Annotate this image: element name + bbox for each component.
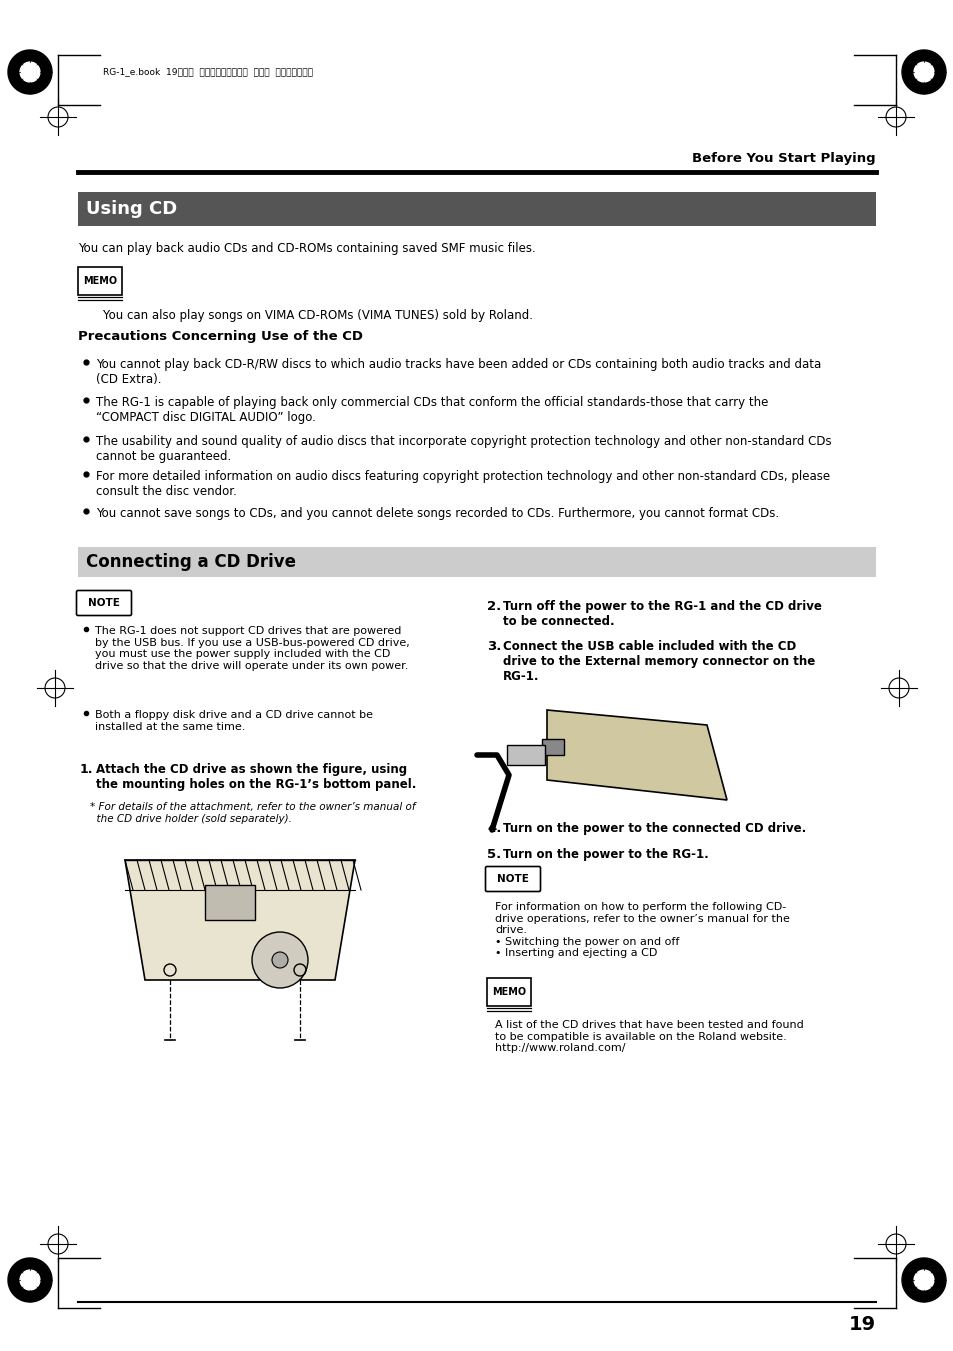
Text: * For details of the attachment, refer to the owner’s manual of
  the CD drive h: * For details of the attachment, refer t…: [90, 802, 416, 824]
Polygon shape: [8, 50, 52, 95]
Text: 3.: 3.: [486, 640, 501, 653]
Polygon shape: [546, 711, 726, 800]
Text: Both a floppy disk drive and a CD drive cannot be
installed at the same time.: Both a floppy disk drive and a CD drive …: [95, 711, 373, 732]
Text: For information on how to perform the following CD-
drive operations, refer to t: For information on how to perform the fo…: [495, 902, 789, 958]
Text: The RG-1 does not support CD drives that are powered
by the USB bus. If you use : The RG-1 does not support CD drives that…: [95, 626, 410, 671]
Text: You can also play songs on VIMA CD-ROMs (VIMA TUNES) sold by Roland.: You can also play songs on VIMA CD-ROMs …: [88, 309, 533, 322]
FancyBboxPatch shape: [76, 590, 132, 616]
Text: Turn on the power to the RG-1.: Turn on the power to the RG-1.: [502, 848, 708, 861]
Bar: [205, 885, 254, 920]
Text: 2.: 2.: [486, 600, 500, 613]
Text: The RG-1 is capable of playing back only commercial CDs that conform the officia: The RG-1 is capable of playing back only…: [96, 396, 767, 424]
Text: Turn off the power to the RG-1 and the CD drive
to be connected.: Turn off the power to the RG-1 and the C…: [502, 600, 821, 628]
Text: Connecting a CD Drive: Connecting a CD Drive: [86, 553, 295, 571]
Text: Before You Start Playing: Before You Start Playing: [692, 153, 875, 165]
Text: Precautions Concerning Use of the CD: Precautions Concerning Use of the CD: [78, 330, 363, 343]
Text: RG-1_e.book  19ページ  ２００８年４月８日  火曜日  午後２時３６分: RG-1_e.book 19ページ ２００８年４月８日 火曜日 午後２時３６分: [103, 68, 313, 77]
Text: You can play back audio CDs and CD-ROMs containing saved SMF music files.: You can play back audio CDs and CD-ROMs …: [78, 242, 536, 255]
Text: 4.: 4.: [486, 821, 501, 835]
Bar: [541, 739, 563, 755]
Polygon shape: [20, 1270, 40, 1290]
Text: For more detailed information on audio discs featuring copyright protection tech: For more detailed information on audio d…: [96, 470, 829, 499]
Polygon shape: [20, 62, 40, 82]
Bar: [78, 547, 875, 577]
Polygon shape: [902, 50, 945, 95]
FancyBboxPatch shape: [486, 978, 531, 1006]
Text: NOTE: NOTE: [88, 598, 120, 608]
Polygon shape: [8, 1258, 52, 1302]
FancyBboxPatch shape: [485, 866, 540, 892]
Polygon shape: [506, 744, 544, 765]
Text: You cannot save songs to CDs, and you cannot delete songs recorded to CDs. Furth: You cannot save songs to CDs, and you ca…: [96, 507, 779, 520]
Text: You cannot play back CD-R/RW discs to which audio tracks have been added or CDs : You cannot play back CD-R/RW discs to wh…: [96, 358, 821, 386]
Text: Using CD: Using CD: [86, 200, 177, 218]
FancyBboxPatch shape: [78, 267, 122, 295]
Circle shape: [272, 952, 288, 969]
Polygon shape: [902, 1258, 945, 1302]
Text: 19: 19: [848, 1315, 875, 1333]
Polygon shape: [913, 1270, 933, 1290]
Text: Attach the CD drive as shown the figure, using
the mounting holes on the RG-1’s : Attach the CD drive as shown the figure,…: [96, 763, 416, 790]
Text: 1.: 1.: [80, 763, 93, 775]
Text: Connect the USB cable included with the CD
drive to the External memory connecto: Connect the USB cable included with the …: [502, 640, 815, 684]
Polygon shape: [913, 62, 933, 82]
Bar: [78, 192, 875, 226]
Text: A list of the CD drives that have been tested and found
to be compatible is avai: A list of the CD drives that have been t…: [495, 1020, 803, 1054]
Polygon shape: [125, 861, 355, 979]
Text: MEMO: MEMO: [492, 988, 525, 997]
Text: MEMO: MEMO: [83, 276, 117, 286]
Text: The usability and sound quality of audio discs that incorporate copyright protec: The usability and sound quality of audio…: [96, 435, 831, 463]
Circle shape: [252, 932, 308, 988]
Text: Turn on the power to the connected CD drive.: Turn on the power to the connected CD dr…: [502, 821, 805, 835]
Text: 5.: 5.: [486, 848, 500, 861]
Text: NOTE: NOTE: [497, 874, 528, 884]
